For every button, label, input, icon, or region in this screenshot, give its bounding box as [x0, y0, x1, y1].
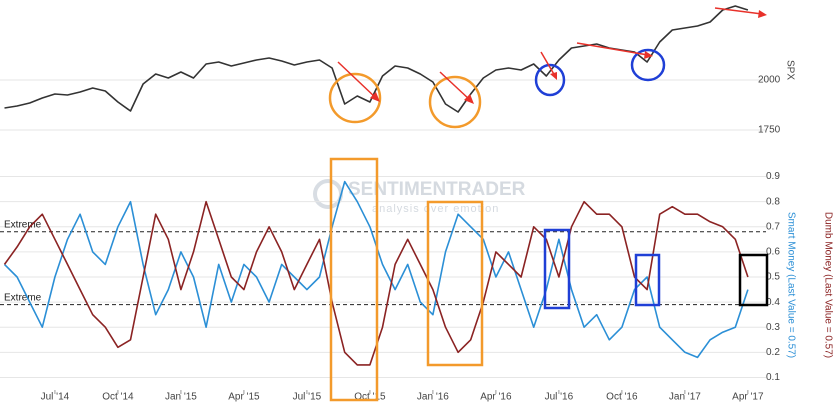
x-tick-label: Jan '15 — [165, 392, 197, 403]
highlight-box — [738, 253, 769, 307]
highlight-box — [426, 200, 484, 367]
x-tick-label: Apr '16 — [480, 392, 512, 403]
arrow-head — [758, 10, 767, 18]
highlight-box — [543, 228, 571, 310]
y-tick-label: 0.3 — [766, 322, 780, 333]
y-tick-label: 1750 — [758, 125, 781, 136]
highlight-circle — [328, 72, 382, 124]
watermark: SENTIMENTRADER analysis over emotion — [313, 179, 526, 215]
highlight-circle — [534, 63, 566, 97]
x-tick-label: Jul '16 — [545, 392, 574, 403]
x-tick-label: Apr '17 — [732, 392, 764, 403]
x-tick-label: Jul '15 — [293, 392, 322, 403]
x-tick-label: Oct '14 — [102, 392, 134, 403]
y-tick-label: 0.4 — [766, 297, 780, 308]
x-tick-label: Jan '16 — [417, 392, 449, 403]
highlight-box — [329, 157, 379, 402]
arrow-head — [644, 51, 653, 59]
arrow — [337, 61, 377, 99]
y-tick-label: 0.1 — [766, 372, 780, 383]
reference-label: Extreme — [4, 219, 42, 230]
annotations — [328, 7, 769, 402]
arrows — [337, 7, 763, 101]
y-axis-title: SPX — [784, 60, 795, 80]
y-tick-label: 0.7 — [766, 221, 780, 232]
watermark-text: SENTIMENTRADER — [348, 179, 526, 200]
arrow-heads — [370, 10, 767, 104]
x-tick-label: Apr '15 — [228, 392, 260, 403]
watermark-tagline: analysis over emotion — [372, 203, 499, 215]
arrow — [540, 51, 556, 77]
y2-axis-title: Dumb Money (Last Value = 0.57) — [822, 212, 833, 358]
arrow — [576, 42, 649, 56]
y-tick-label: 0.9 — [766, 171, 780, 182]
arrow — [439, 71, 471, 101]
y-tick-label: 0.5 — [766, 272, 780, 283]
y-tick-label: 0.8 — [766, 196, 780, 207]
reference-label: Extreme — [4, 292, 42, 303]
y-tick-label: 2000 — [758, 75, 781, 86]
arrow-head — [550, 72, 557, 80]
highlight-circle — [428, 75, 482, 129]
y-tick-label: 0.2 — [766, 347, 780, 358]
y-tick-label: 0.6 — [766, 247, 780, 258]
x-tick-label: Jan '17 — [669, 392, 701, 403]
x-tick-label: Jul '14 — [41, 392, 70, 403]
arrow-head — [464, 94, 474, 104]
y-axis-title: Smart Money (Last Value = 0.57) — [785, 212, 796, 358]
x-tick-label: Oct '15 — [354, 392, 386, 403]
watermark-icon — [313, 179, 343, 209]
arrow — [714, 7, 763, 15]
highlight-circle — [630, 48, 666, 82]
arrow-head — [370, 92, 380, 102]
highlight-box — [634, 253, 661, 307]
x-tick-label: Oct '16 — [606, 392, 638, 403]
